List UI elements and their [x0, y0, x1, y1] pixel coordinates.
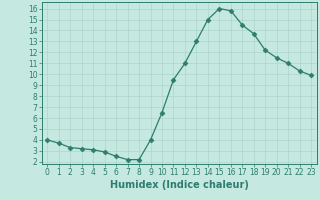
X-axis label: Humidex (Indice chaleur): Humidex (Indice chaleur)	[110, 180, 249, 190]
